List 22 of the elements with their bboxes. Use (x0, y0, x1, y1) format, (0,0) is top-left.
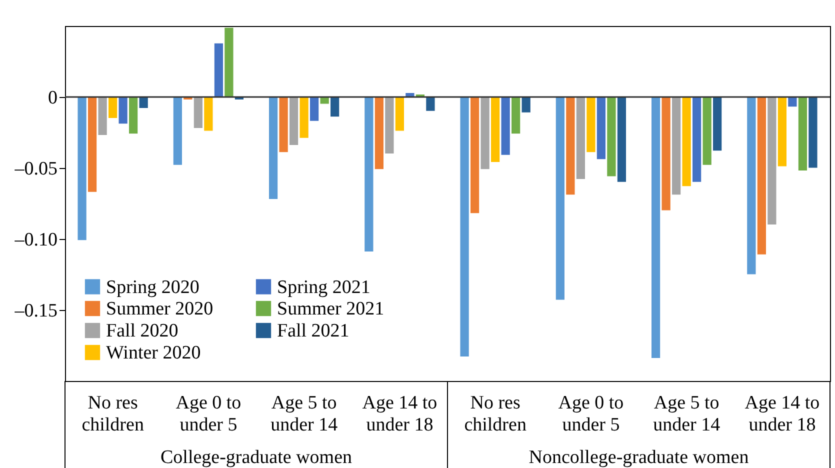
x-tick-label: No res children (82, 392, 144, 436)
x-tick-label: Age 14 to under 18 (744, 392, 820, 436)
y-tick-label: –0.10 (14, 230, 58, 250)
legend-label: Spring 2020 (106, 276, 200, 298)
x-tick-label: Age 0 to under 5 (558, 392, 624, 436)
text: College-graduate women (160, 447, 353, 468)
y-tick-label: –0.15 (14, 300, 58, 322)
x-tick-label: Age 5 to under 14 (270, 392, 338, 436)
x-tick-label: Age 14 to under 18 (362, 392, 438, 436)
legend-label: Fall 2020 (106, 320, 178, 342)
y-tick-label: 0 (48, 88, 58, 108)
y-tick-label: –0.05 (14, 158, 58, 180)
legend-label: Summer 2021 (277, 298, 384, 320)
legend-label: Summer 2020 (106, 298, 214, 320)
x-tick-label: Age 5 to under 14 (653, 392, 721, 436)
x-tick-label: No res children (464, 392, 527, 436)
legend-label: Winter 2020 (106, 342, 201, 364)
legend-label: Fall 2021 (277, 320, 350, 342)
x-tick-label: Age 0 to under 5 (176, 392, 242, 436)
legend-label: Spring 2021 (277, 276, 370, 298)
bar (426, 96, 436, 112)
text: Noncollege-graduate women (528, 447, 750, 468)
